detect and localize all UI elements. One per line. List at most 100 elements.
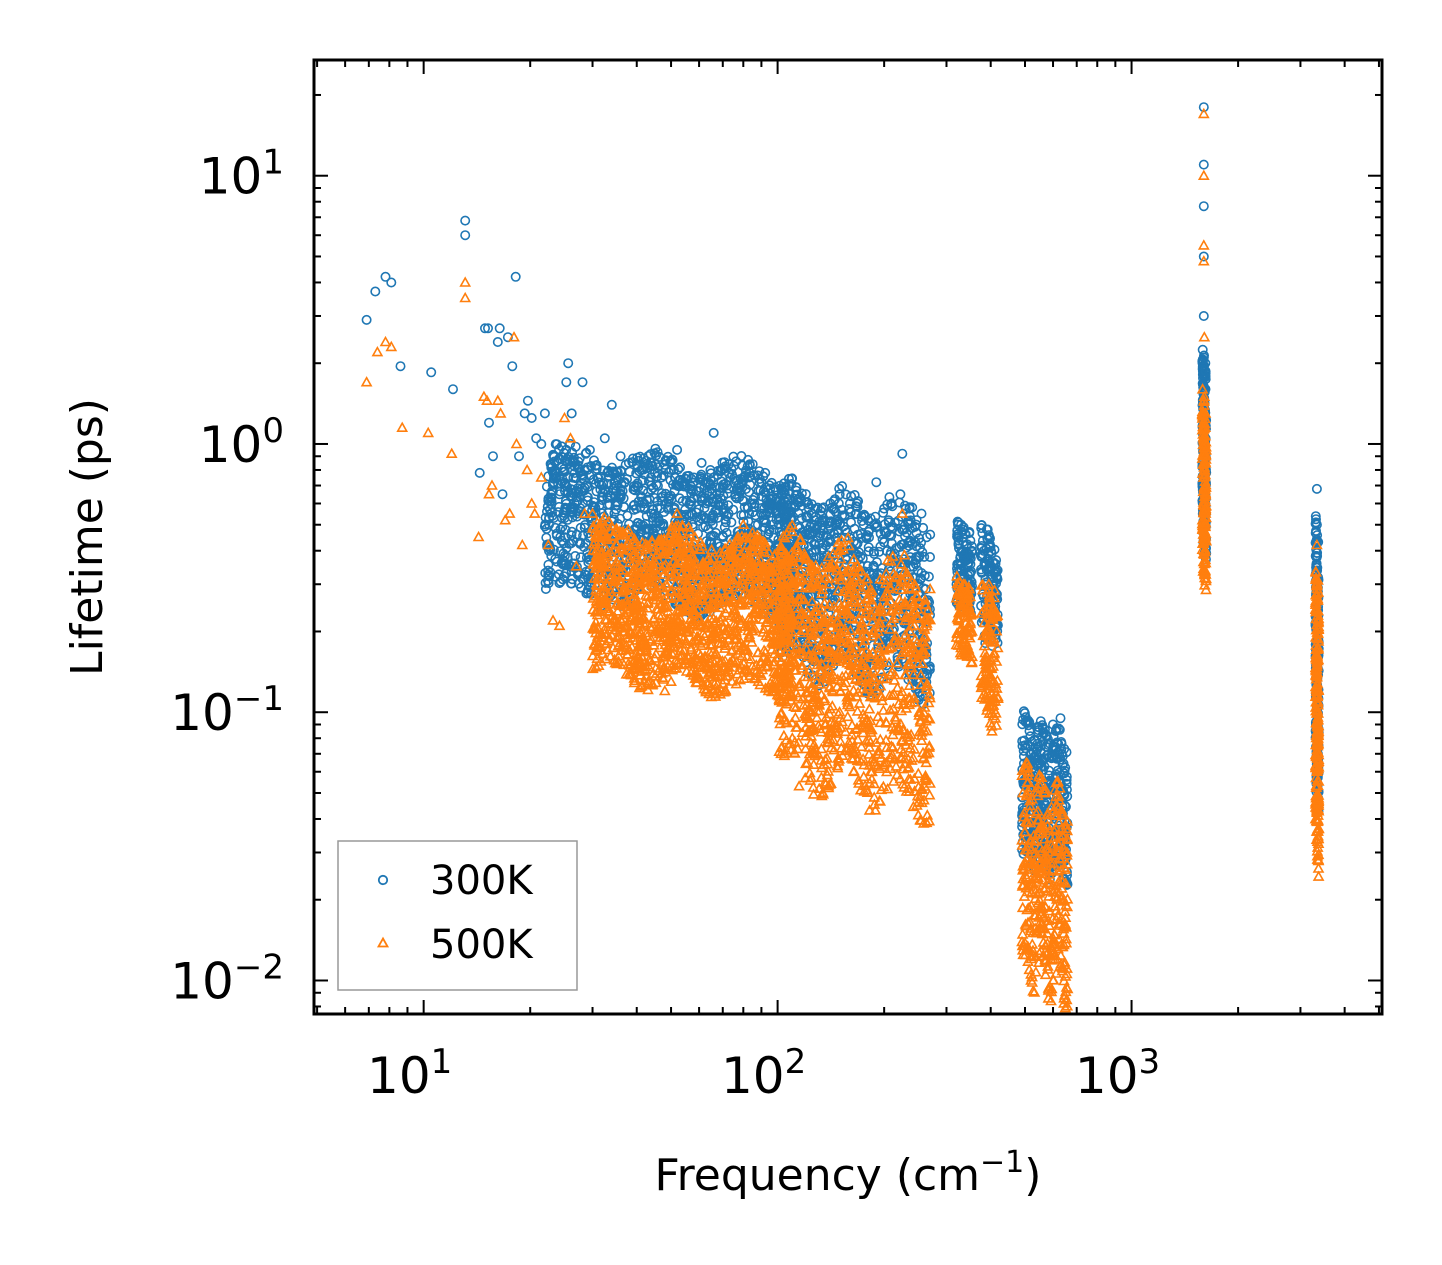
marker-500K: [626, 641, 638, 652]
marker-500K: [897, 637, 910, 649]
marker-300K: [487, 451, 498, 462]
marker-500K: [702, 552, 715, 564]
marker-500K: [748, 589, 761, 601]
marker-300K: [544, 513, 555, 524]
marker-500K: [588, 639, 601, 650]
marker-500K: [633, 639, 646, 651]
marker-300K: [380, 271, 391, 282]
marker-300K: [592, 472, 603, 483]
marker-500K: [737, 589, 749, 600]
marker-500K: [625, 544, 637, 556]
marker-500K: [722, 621, 735, 633]
marker-300K: [549, 451, 560, 462]
marker-300K: [609, 477, 620, 488]
marker-500K: [801, 756, 814, 768]
marker-500K: [723, 549, 736, 560]
marker-300K: [803, 499, 814, 510]
marker-300K: [900, 503, 911, 514]
marker-500K: [758, 540, 771, 551]
marker-500K: [767, 612, 780, 623]
marker-300K: [617, 485, 628, 496]
marker-300K: [426, 367, 437, 378]
marker-300K: [541, 481, 552, 492]
marker-300K: [1311, 483, 1322, 494]
marker-300K: [559, 513, 570, 524]
marker-500K: [735, 597, 748, 609]
marker-300K: [987, 556, 998, 567]
marker-500K: [740, 644, 753, 656]
marker-300K: [566, 530, 577, 541]
marker-300K: [817, 520, 828, 531]
marker-500K: [762, 681, 775, 692]
marker-300K: [1198, 310, 1209, 321]
marker-500K: [914, 714, 927, 725]
marker-500K: [602, 602, 615, 614]
marker-300K: [983, 548, 994, 559]
marker-500K: [645, 633, 658, 644]
marker-500K: [761, 590, 774, 601]
marker-300K: [677, 496, 688, 507]
marker-500K: [660, 535, 673, 546]
marker-500K: [609, 559, 622, 570]
marker-300K: [850, 501, 861, 512]
marker-500K: [678, 573, 690, 584]
marker-500K: [706, 627, 719, 639]
marker-500K: [639, 537, 652, 549]
marker-300K: [571, 496, 582, 507]
marker-300K: [513, 451, 524, 462]
marker-300K: [916, 508, 927, 519]
marker-500K: [689, 672, 701, 684]
marker-300K: [603, 466, 614, 477]
marker-500K: [706, 599, 719, 611]
marker-300K: [903, 540, 914, 551]
marker-300K: [536, 438, 547, 449]
marker-500K: [720, 574, 733, 585]
marker-300K: [656, 492, 667, 503]
marker-300K: [871, 477, 882, 488]
marker-300K: [551, 439, 562, 450]
marker-300K: [710, 506, 721, 517]
marker-500K: [611, 605, 624, 616]
marker-500K: [646, 679, 659, 690]
marker-500K: [657, 582, 670, 593]
marker-300K: [1198, 201, 1209, 212]
marker-500K: [664, 527, 677, 539]
marker-300K: [907, 502, 918, 513]
marker-500K: [677, 633, 690, 644]
marker-500K: [641, 602, 654, 613]
marker-300K: [629, 499, 640, 510]
marker-300K: [726, 464, 737, 475]
marker-300K: [510, 271, 521, 282]
marker-500K: [702, 652, 715, 663]
marker-300K: [539, 408, 550, 419]
marker-500K: [760, 616, 773, 628]
marker-500K: [601, 548, 614, 560]
marker-500K: [895, 704, 908, 716]
marker-500K: [753, 666, 766, 677]
marker-500K: [661, 647, 674, 659]
marker-300K: [557, 521, 568, 532]
marker-300K: [910, 554, 921, 565]
marker-300K: [1311, 544, 1322, 555]
marker-500K: [599, 652, 612, 664]
marker-300K: [666, 464, 677, 475]
marker-300K: [794, 531, 805, 542]
marker-300K: [871, 557, 882, 568]
marker-500K: [758, 623, 770, 634]
marker-500K: [670, 610, 683, 621]
marker-300K: [656, 472, 667, 483]
marker-300K: [615, 513, 626, 524]
marker-500K: [629, 653, 641, 665]
marker-500K: [650, 593, 662, 605]
marker-300K: [1198, 102, 1209, 113]
marker-300K: [639, 502, 650, 513]
marker-500K: [789, 711, 802, 723]
marker-300K: [722, 480, 733, 491]
marker-500K: [734, 673, 747, 685]
marker-300K: [756, 477, 767, 488]
marker-300K: [739, 502, 750, 513]
marker-500K: [639, 543, 652, 554]
marker-300K: [696, 457, 707, 468]
marker-300K: [756, 508, 767, 519]
marker-300K: [836, 504, 847, 515]
